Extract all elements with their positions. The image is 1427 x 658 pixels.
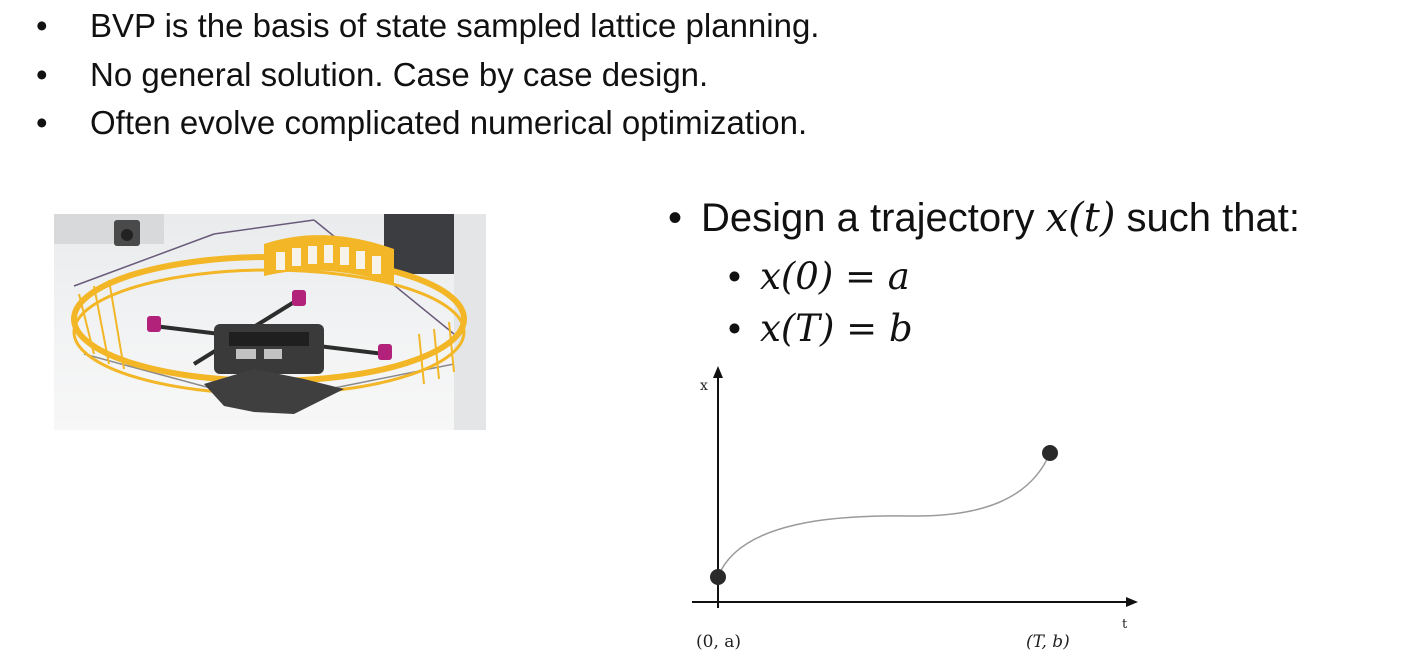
design-heading-text: Design a trajectory x(t) such that:: [701, 192, 1300, 244]
bullet-text: Often evolve complicated numerical optim…: [90, 104, 808, 141]
start-point: [710, 569, 726, 585]
condition-start: • x(0) = a: [728, 252, 1128, 302]
trajectory-plot: x t (0, a) (T, b): [692, 366, 1138, 652]
end-point: [1042, 445, 1058, 461]
trajectory-math: x(t): [1045, 195, 1116, 241]
bullet-marker: •: [36, 7, 48, 44]
condition-start-math: x(0) = a: [760, 255, 910, 298]
quadrotor-drone-photo: [54, 214, 486, 430]
bullet-marker: •: [728, 256, 741, 297]
bullet-item-numerical-optimization: • Often evolve complicated numerical opt…: [0, 99, 1000, 147]
design-heading-prefix: Design a trajectory: [701, 196, 1046, 240]
bullet-marker: •: [728, 308, 741, 349]
end-point-label: (T, b): [1026, 632, 1070, 652]
y-axis-arrow-icon: [713, 366, 723, 378]
bullet-item-bvp: • BVP is the basis of state sampled latt…: [0, 2, 1000, 50]
bullet-marker: •: [668, 196, 683, 240]
start-point-label: (0, a): [696, 632, 741, 652]
bullet-text: No general solution. Case by case design…: [90, 56, 709, 93]
bullet-marker: •: [36, 104, 48, 141]
x-axis-arrow-icon: [1126, 597, 1138, 607]
design-trajectory-heading: • Design a trajectory x(t) such that:: [668, 192, 1408, 244]
condition-end-math: x(T) = b: [760, 307, 913, 350]
bullet-text: BVP is the basis of state sampled lattic…: [90, 7, 820, 44]
design-heading-suffix: such that:: [1115, 196, 1300, 240]
y-axis-label: x: [700, 378, 708, 394]
condition-end: • x(T) = b: [728, 304, 1128, 354]
bullet-item-no-general-solution: • No general solution. Case by case desi…: [0, 51, 1000, 99]
bullet-marker: •: [36, 56, 48, 93]
trajectory-curve: [717, 452, 1051, 578]
x-axis-label: t: [1122, 617, 1128, 632]
drone-illustration: [54, 214, 486, 430]
